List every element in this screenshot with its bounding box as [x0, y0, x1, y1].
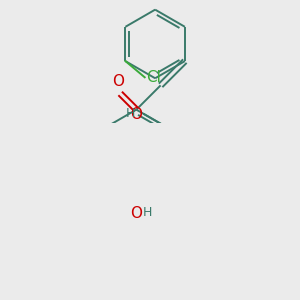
- Text: O: O: [112, 74, 124, 89]
- Text: H: H: [143, 206, 153, 219]
- Text: O: O: [130, 107, 142, 122]
- Text: Cl: Cl: [146, 70, 161, 85]
- Text: O: O: [130, 206, 142, 221]
- Text: H: H: [126, 106, 135, 120]
